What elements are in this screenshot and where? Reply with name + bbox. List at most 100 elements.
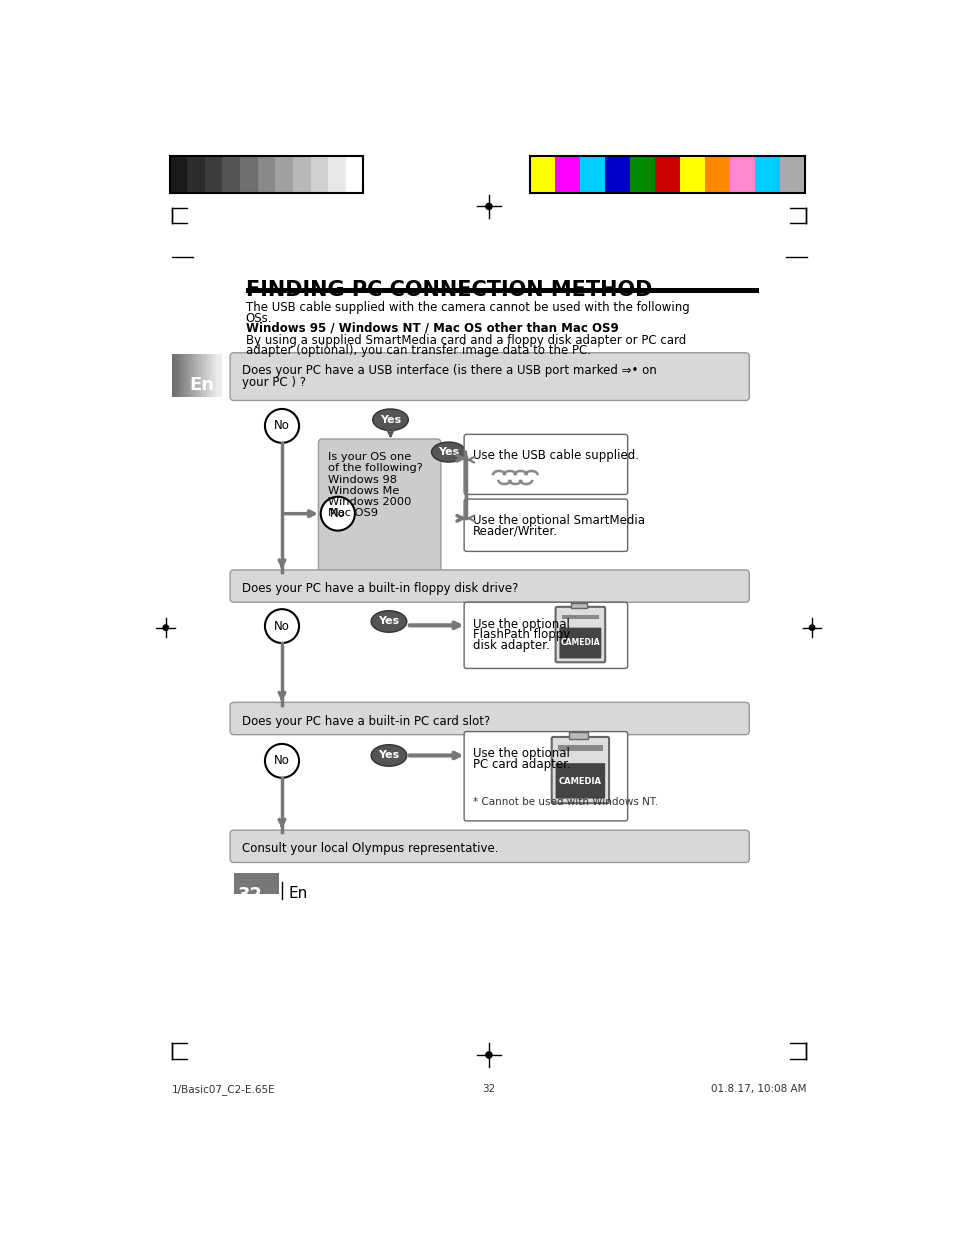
Text: Use the optional: Use the optional — [472, 617, 569, 631]
Bar — [186, 354, 187, 397]
FancyBboxPatch shape — [230, 702, 748, 735]
Ellipse shape — [373, 409, 408, 431]
Bar — [201, 354, 202, 397]
Text: Windows 2000: Windows 2000 — [328, 497, 412, 507]
Bar — [214, 354, 216, 397]
Text: Does your PC have a built-in floppy disk drive?: Does your PC have a built-in floppy disk… — [241, 582, 517, 595]
Text: No: No — [330, 507, 345, 520]
Text: of the following?: of the following? — [328, 463, 423, 473]
Text: 32: 32 — [237, 886, 262, 904]
Bar — [193, 354, 194, 397]
FancyBboxPatch shape — [555, 764, 604, 799]
FancyBboxPatch shape — [555, 607, 604, 662]
Bar — [207, 354, 209, 397]
Text: FINDING PC CONNECTION METHOD: FINDING PC CONNECTION METHOD — [245, 279, 651, 299]
Bar — [197, 354, 199, 397]
FancyBboxPatch shape — [318, 439, 440, 571]
Bar — [729, 156, 755, 193]
FancyBboxPatch shape — [551, 737, 608, 804]
Text: Yes: Yes — [378, 616, 399, 626]
Circle shape — [265, 610, 298, 644]
Bar — [679, 156, 704, 193]
Bar — [217, 354, 219, 397]
Bar — [204, 354, 205, 397]
Bar — [182, 354, 184, 397]
Text: CAMEDIA: CAMEDIA — [558, 777, 601, 786]
Bar — [579, 156, 604, 193]
Text: Yes: Yes — [379, 414, 400, 424]
Bar — [189, 354, 190, 397]
Bar — [558, 745, 602, 751]
Circle shape — [485, 203, 492, 209]
Bar — [311, 156, 328, 193]
Bar — [179, 354, 181, 397]
Circle shape — [163, 625, 169, 630]
FancyBboxPatch shape — [230, 353, 748, 401]
Bar — [184, 354, 186, 397]
FancyBboxPatch shape — [464, 602, 627, 669]
Text: FlashPath floppy: FlashPath floppy — [472, 629, 569, 641]
Bar — [571, 603, 586, 608]
Bar — [240, 156, 257, 193]
Ellipse shape — [431, 442, 465, 462]
Text: your PC ) ?: your PC ) ? — [241, 376, 305, 389]
Bar — [245, 288, 759, 293]
Text: Yes: Yes — [378, 750, 399, 760]
Bar — [220, 354, 222, 397]
Circle shape — [485, 1052, 492, 1058]
FancyBboxPatch shape — [230, 830, 748, 863]
Bar — [192, 354, 193, 397]
Text: Reader/Writer.: Reader/Writer. — [472, 525, 558, 537]
FancyBboxPatch shape — [464, 731, 627, 821]
Text: Use the USB cable supplied.: Use the USB cable supplied. — [472, 449, 638, 462]
Bar — [629, 156, 655, 193]
Text: By using a supplied SmartMedia card and a floppy disk adapter or PC card: By using a supplied SmartMedia card and … — [245, 333, 685, 347]
FancyBboxPatch shape — [464, 500, 627, 551]
Bar — [604, 156, 629, 193]
Text: No: No — [274, 620, 290, 632]
Text: 1/Basic07_C2-E.65E: 1/Basic07_C2-E.65E — [172, 1084, 275, 1096]
Circle shape — [265, 409, 298, 443]
FancyBboxPatch shape — [230, 570, 748, 602]
Text: Windows Me: Windows Me — [328, 486, 399, 496]
Bar — [170, 156, 187, 193]
Text: Does your PC have a built-in PC card slot?: Does your PC have a built-in PC card slo… — [241, 715, 490, 727]
Bar — [187, 354, 189, 397]
Bar — [555, 156, 579, 193]
Bar — [213, 354, 214, 397]
Text: No: No — [274, 419, 290, 432]
Bar — [178, 354, 179, 397]
Text: The USB cable supplied with the camera cannot be used with the following: The USB cable supplied with the camera c… — [245, 302, 689, 314]
Text: disk adapter.: disk adapter. — [472, 640, 549, 652]
Bar — [275, 156, 293, 193]
Bar — [196, 354, 197, 397]
Text: 01.8.17, 10:08 AM: 01.8.17, 10:08 AM — [710, 1084, 806, 1094]
Text: Windows 98: Windows 98 — [328, 476, 397, 486]
Bar — [199, 354, 201, 397]
Text: Windows 95 / Windows NT / Mac OS other than Mac OS9: Windows 95 / Windows NT / Mac OS other t… — [245, 322, 618, 336]
Bar — [202, 354, 204, 397]
Bar — [181, 354, 182, 397]
Circle shape — [320, 497, 355, 531]
Bar — [205, 354, 207, 397]
FancyBboxPatch shape — [464, 434, 627, 495]
Ellipse shape — [371, 611, 406, 632]
Bar — [187, 156, 205, 193]
Bar — [212, 354, 213, 397]
Bar — [704, 156, 729, 193]
Bar — [219, 354, 220, 397]
Bar — [190, 354, 192, 397]
Text: Mac OS9: Mac OS9 — [328, 507, 378, 517]
Bar — [216, 354, 217, 397]
Text: adapter (optional), you can transfer image data to the PC.: adapter (optional), you can transfer ima… — [245, 344, 590, 357]
Bar — [780, 156, 804, 193]
Bar — [530, 156, 555, 193]
Text: CAMEDIA: CAMEDIA — [560, 637, 599, 647]
Bar — [172, 354, 173, 397]
Bar — [209, 354, 210, 397]
Bar — [205, 156, 222, 193]
Ellipse shape — [371, 745, 406, 766]
Bar — [655, 156, 679, 193]
Bar — [194, 354, 196, 397]
Bar — [568, 732, 587, 739]
